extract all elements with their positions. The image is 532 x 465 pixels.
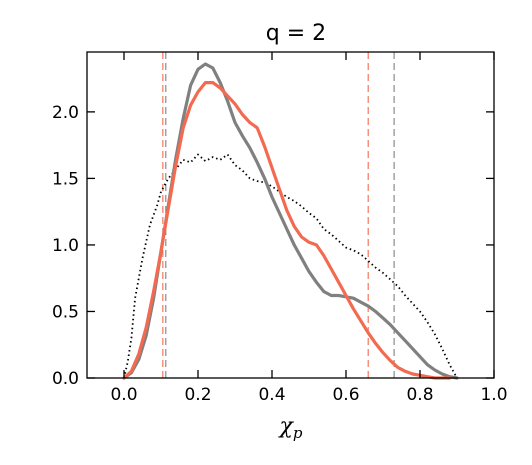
y-tick-label-3: 1.5: [52, 169, 79, 189]
chart-title: q = 2: [266, 21, 326, 46]
x-tick-label-4: 0.8: [406, 385, 433, 405]
x-tick-label-0: 0.0: [110, 385, 137, 405]
y-tick-label-4: 2.0: [52, 103, 79, 123]
y-axis-ticks: 0.0 0.5 1.0 1.5 2.0: [52, 103, 494, 389]
vertical-lines: [162, 52, 395, 378]
y-tick-label-0: 0.0: [52, 369, 79, 389]
series-line-2: [122, 81, 452, 380]
series-line-0: [123, 153, 458, 379]
y-tick-label-2: 1.0: [52, 236, 79, 256]
x-axis-label: χp: [278, 414, 303, 442]
x-axis-ticks: 0.0 0.2 0.4 0.6 0.8 1.0: [110, 52, 508, 405]
x-tick-label-3: 0.6: [332, 385, 359, 405]
series-group: [122, 62, 459, 380]
x-axis-label-subscript: p: [293, 424, 303, 442]
x-tick-label-1: 0.2: [184, 385, 211, 405]
x-tick-label-2: 0.4: [258, 385, 285, 405]
x-axis-label-main: χ: [278, 414, 295, 439]
x-tick-label-5: 1.0: [480, 385, 507, 405]
plot-frame: [86, 51, 495, 379]
y-tick-label-1: 0.5: [52, 302, 79, 322]
